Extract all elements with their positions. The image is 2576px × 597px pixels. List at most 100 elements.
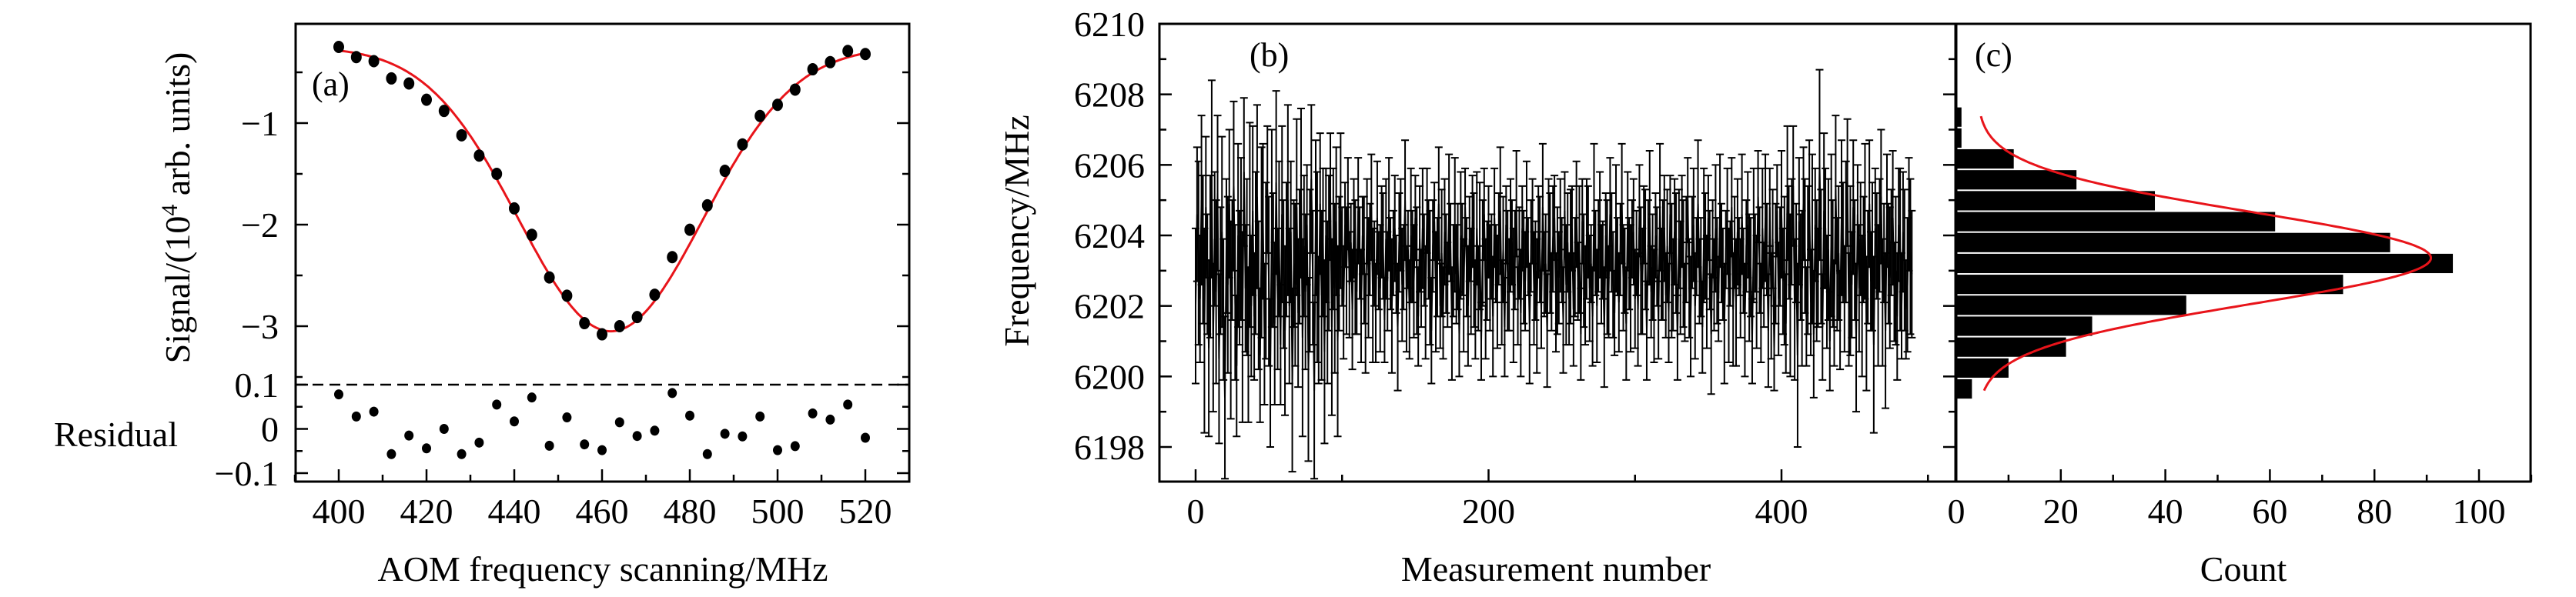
signal-point — [368, 55, 380, 68]
y-tick-label: 6204 — [1074, 216, 1145, 255]
residual-point — [667, 388, 677, 399]
error-bar — [1411, 175, 1420, 262]
residual-point — [492, 399, 502, 410]
error-bar — [1671, 178, 1679, 286]
residual-point — [474, 437, 484, 448]
x-tick-label: 20 — [2043, 492, 2079, 531]
residual-point — [457, 449, 467, 459]
signal-point — [667, 251, 678, 264]
panel-b: (b) Frequency/MHz Measurement number 0 20… — [997, 5, 1957, 589]
panel-b-label: (b) — [1250, 36, 1289, 74]
error-bar — [1256, 287, 1264, 423]
signal-point — [473, 149, 485, 162]
signal-point — [421, 93, 432, 106]
residual-point — [386, 449, 396, 459]
histogram-bar — [1956, 191, 2156, 211]
error-bar — [1393, 262, 1402, 392]
signal-point — [526, 228, 537, 242]
error-bar — [1642, 280, 1651, 381]
panel-c-frame — [1955, 22, 2532, 483]
residual-point — [773, 445, 782, 455]
error-bar — [1205, 259, 1213, 438]
signal-point — [842, 45, 854, 58]
signal-point — [701, 198, 713, 212]
panel-a: (a) Signal/(104 arb. units) Residual AOM… — [54, 22, 911, 589]
signal-point — [544, 271, 555, 284]
error-bar — [1640, 185, 1648, 265]
error-bar — [1908, 209, 1916, 339]
residual-point — [790, 441, 800, 452]
x-tick-label: 40 — [2148, 492, 2183, 531]
signal-point — [737, 138, 748, 151]
panel-a-ylabel: Signal/(104 arb. units) — [157, 52, 197, 364]
histogram-bar — [1956, 295, 2186, 315]
error-bar — [1802, 266, 1811, 367]
signal-point — [491, 168, 503, 180]
signal-point — [807, 63, 818, 76]
histogram-bar — [1956, 232, 2390, 252]
x-tick-label: 480 — [664, 492, 717, 531]
panel-a-label: (a) — [312, 65, 350, 103]
signal-point — [403, 77, 415, 90]
histogram-bar — [1956, 212, 2276, 232]
signal-point — [631, 311, 643, 324]
signal-point — [386, 72, 397, 85]
signal-point — [772, 98, 783, 112]
ylabel-superscript: 4 — [157, 205, 182, 216]
signal-point — [579, 317, 590, 330]
error-bar — [1704, 175, 1712, 262]
x-tick-label: 200 — [1462, 492, 1515, 531]
x-tick-label: 100 — [2453, 492, 2506, 531]
error-bar — [1815, 68, 1824, 262]
signal-point — [754, 109, 766, 122]
error-bar — [1307, 104, 1316, 254]
x-tick-label: 500 — [751, 492, 805, 531]
signal-point — [860, 48, 871, 61]
panel-b-xlabel: Measurement number — [1401, 549, 1711, 589]
error-bar — [1684, 157, 1692, 244]
signal-point — [719, 165, 731, 178]
residual-point — [685, 410, 694, 421]
signal-point — [561, 289, 573, 302]
histogram-bar — [1956, 275, 2343, 295]
signal-point — [350, 51, 362, 64]
y-tick-label: 6210 — [1074, 5, 1145, 44]
error-bar — [1476, 182, 1484, 311]
residual-point — [843, 399, 853, 410]
y-tick-label: 6198 — [1074, 428, 1145, 467]
residual-tick-label: −0.1 — [215, 454, 279, 493]
error-bar — [1229, 100, 1238, 272]
residual-point — [439, 424, 449, 434]
residual-tick-label: 0 — [261, 410, 279, 449]
signal-point — [825, 55, 836, 68]
signal-point — [509, 202, 520, 215]
error-bar — [1260, 262, 1269, 405]
error-bar — [1246, 122, 1254, 329]
histogram-bar — [1956, 379, 1972, 399]
error-bar — [1304, 277, 1313, 462]
y-tick-label: −3 — [241, 307, 279, 346]
histogram-bar — [1956, 148, 2014, 169]
ylabel-prefix: Signal/(10 — [158, 216, 197, 364]
signal-point — [649, 288, 661, 302]
y-tick-label: 6200 — [1074, 357, 1145, 396]
error-bar — [1427, 277, 1436, 385]
x-tick-label: 0 — [1187, 492, 1205, 531]
x-tick-label: 400 — [1755, 492, 1808, 531]
error-bar — [1335, 195, 1343, 332]
signal-point — [456, 128, 467, 142]
residual-point — [510, 416, 519, 427]
histogram-bar — [1956, 358, 2009, 378]
residual-point — [334, 389, 343, 400]
panel-c: (c) Count 0 20 40 60 80 100 — [1948, 22, 2533, 589]
gaussian-fit-curve — [1979, 115, 2432, 392]
residual-point — [422, 443, 431, 454]
residual-point — [825, 414, 835, 425]
x-tick-label: 420 — [400, 492, 453, 531]
error-bar — [1641, 188, 1650, 311]
x-tick-label: 0 — [1948, 492, 1965, 531]
panel-c-label: (c) — [1975, 36, 2012, 74]
residual-point — [755, 411, 765, 422]
residual-point — [580, 439, 590, 450]
histogram-bar — [1956, 253, 2454, 274]
